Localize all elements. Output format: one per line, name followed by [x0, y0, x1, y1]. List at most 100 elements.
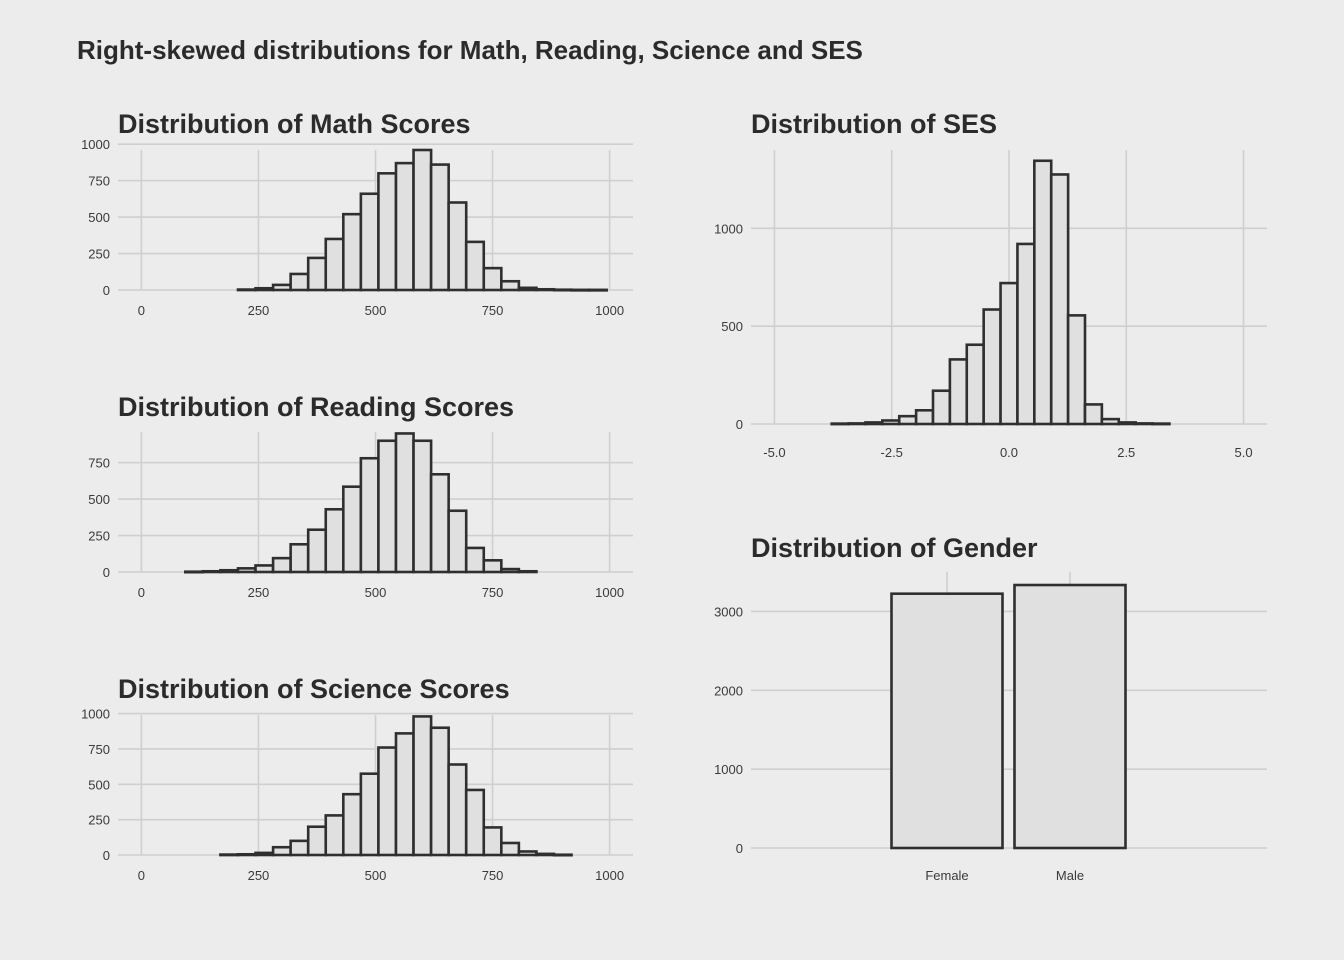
- x-tick-label: -5.0: [763, 445, 785, 460]
- panel-ses: Distribution of SES 0 500 1000 -5.0 -2.5 0.0 2.…: [714, 109, 1267, 460]
- histogram-bar: [306, 256, 328, 292]
- x-tick-label: Male: [1056, 868, 1084, 883]
- y-tick-label: 1000: [81, 137, 110, 152]
- y-tick-label: 2000: [714, 683, 743, 698]
- x-tick-label: 750: [482, 868, 504, 883]
- histogram-bar: [552, 288, 573, 292]
- y-tick-label: 1000: [714, 221, 743, 236]
- histogram-bar: [271, 845, 292, 857]
- histogram-bar: [271, 283, 292, 292]
- histogram-bar: [306, 825, 328, 857]
- histogram-bar: [464, 240, 486, 292]
- histogram-bar: [535, 852, 556, 857]
- x-tick-label: 750: [482, 303, 504, 318]
- histogram-bar: [271, 556, 292, 574]
- x-tick-label: 500: [365, 303, 387, 318]
- y-tick-label: 0: [736, 417, 743, 432]
- x-tick-label: 500: [365, 585, 387, 600]
- histogram-bar: [429, 726, 450, 857]
- panel-reading: Distribution of Reading Scores 0 250 500 750…: [88, 392, 633, 600]
- x-tick-label: 1000: [595, 585, 624, 600]
- histogram-bar: [1066, 314, 1087, 426]
- histogram-bar: [881, 419, 901, 426]
- histogram-bar: [447, 763, 468, 857]
- x-tick-label: 1000: [595, 303, 624, 318]
- bars-gender: [890, 583, 1127, 850]
- axis-ticks-gender: 0 1000 2000 3000 Female Male: [714, 604, 1084, 883]
- bar-female: [890, 592, 1004, 850]
- bars-ses: [830, 159, 1171, 426]
- histogram-bar: [948, 358, 969, 426]
- y-tick-label: 250: [88, 247, 110, 262]
- axis-ticks-ses: 0 500 1000 -5.0 -2.5 0.0 2.5 5.0: [714, 221, 1253, 460]
- histogram-bar: [482, 826, 503, 857]
- x-tick-label: 1000: [595, 868, 624, 883]
- y-tick-label: 750: [88, 456, 110, 471]
- histogram-bar: [1049, 173, 1070, 426]
- x-tick-label: 0.0: [1000, 445, 1018, 460]
- x-tick-label: 5.0: [1235, 445, 1253, 460]
- histogram-bar: [1033, 159, 1053, 426]
- histogram-bar: [429, 472, 450, 574]
- histogram-bar: [377, 439, 398, 574]
- histogram-bar: [535, 287, 556, 292]
- histogram-bar: [394, 432, 415, 574]
- y-tick-label: 250: [88, 813, 110, 828]
- histogram-bar: [864, 421, 884, 426]
- x-tick-label: 0: [138, 303, 145, 318]
- histogram-bar: [359, 456, 380, 574]
- panel-gender: Distribution of Gender 0 1000 2000 3000 Femal…: [714, 533, 1267, 883]
- histogram-bar: [412, 439, 433, 574]
- histogram-bar: [517, 286, 538, 292]
- y-tick-label: 0: [736, 841, 743, 856]
- histogram-bar: [342, 792, 363, 857]
- grid-gender: [751, 572, 1267, 849]
- panel-math: Distribution of Math Scores 0 250 500 750 100…: [81, 109, 633, 318]
- histogram-bar: [289, 839, 310, 857]
- x-tick-label: -2.5: [881, 445, 903, 460]
- histogram-bar: [830, 422, 850, 426]
- panel-science: Distribution of Science Scores 0 250 500 750…: [81, 674, 633, 883]
- histogram-bar: [394, 732, 415, 857]
- histogram-bar: [897, 414, 918, 426]
- histogram-bar: [587, 288, 608, 292]
- histogram-bar: [1117, 421, 1137, 426]
- histogram-bar: [1134, 422, 1154, 426]
- x-tick-label: 750: [482, 585, 504, 600]
- histogram-bar: [359, 192, 380, 292]
- y-tick-label: 1000: [714, 762, 743, 777]
- histogram-bar: [359, 772, 380, 857]
- panel-title-gender: Distribution of Gender: [751, 533, 1038, 563]
- histogram-bar: [412, 148, 433, 292]
- histogram-bar: [342, 485, 363, 574]
- bar-male: [1013, 583, 1127, 850]
- panel-title-ses: Distribution of SES: [751, 109, 997, 139]
- histogram-bar: [1151, 422, 1171, 426]
- histogram-bar: [552, 853, 573, 857]
- y-tick-label: 0: [103, 283, 110, 298]
- y-tick-label: 0: [103, 848, 110, 863]
- y-tick-label: 750: [88, 742, 110, 757]
- histogram-bar: [324, 507, 345, 574]
- histogram-bar: [289, 272, 310, 292]
- histogram-bar: [500, 279, 521, 292]
- histogram-bar: [324, 237, 345, 292]
- bars-science: [219, 715, 573, 857]
- histogram-bar: [1016, 242, 1036, 426]
- axis-ticks-reading: 0 250 500 750 0 250 500 750 1000: [88, 456, 624, 600]
- y-tick-label: 500: [88, 492, 110, 507]
- panel-title-reading: Distribution of Reading Scores: [118, 392, 514, 422]
- y-tick-label: 750: [88, 174, 110, 189]
- x-tick-label: 0: [138, 868, 145, 883]
- histogram-bar: [517, 850, 538, 857]
- histogram-bar: [324, 814, 345, 857]
- histogram-bar: [254, 851, 275, 857]
- histogram-bar: [982, 308, 1002, 426]
- panel-title-science: Distribution of Science Scores: [118, 674, 510, 704]
- y-tick-label: 500: [721, 319, 743, 334]
- histogram-bar: [447, 509, 468, 574]
- histogram-bar: [464, 788, 486, 857]
- histogram-bar: [342, 212, 363, 292]
- y-tick-label: 250: [88, 529, 110, 544]
- histogram-bar: [306, 528, 328, 574]
